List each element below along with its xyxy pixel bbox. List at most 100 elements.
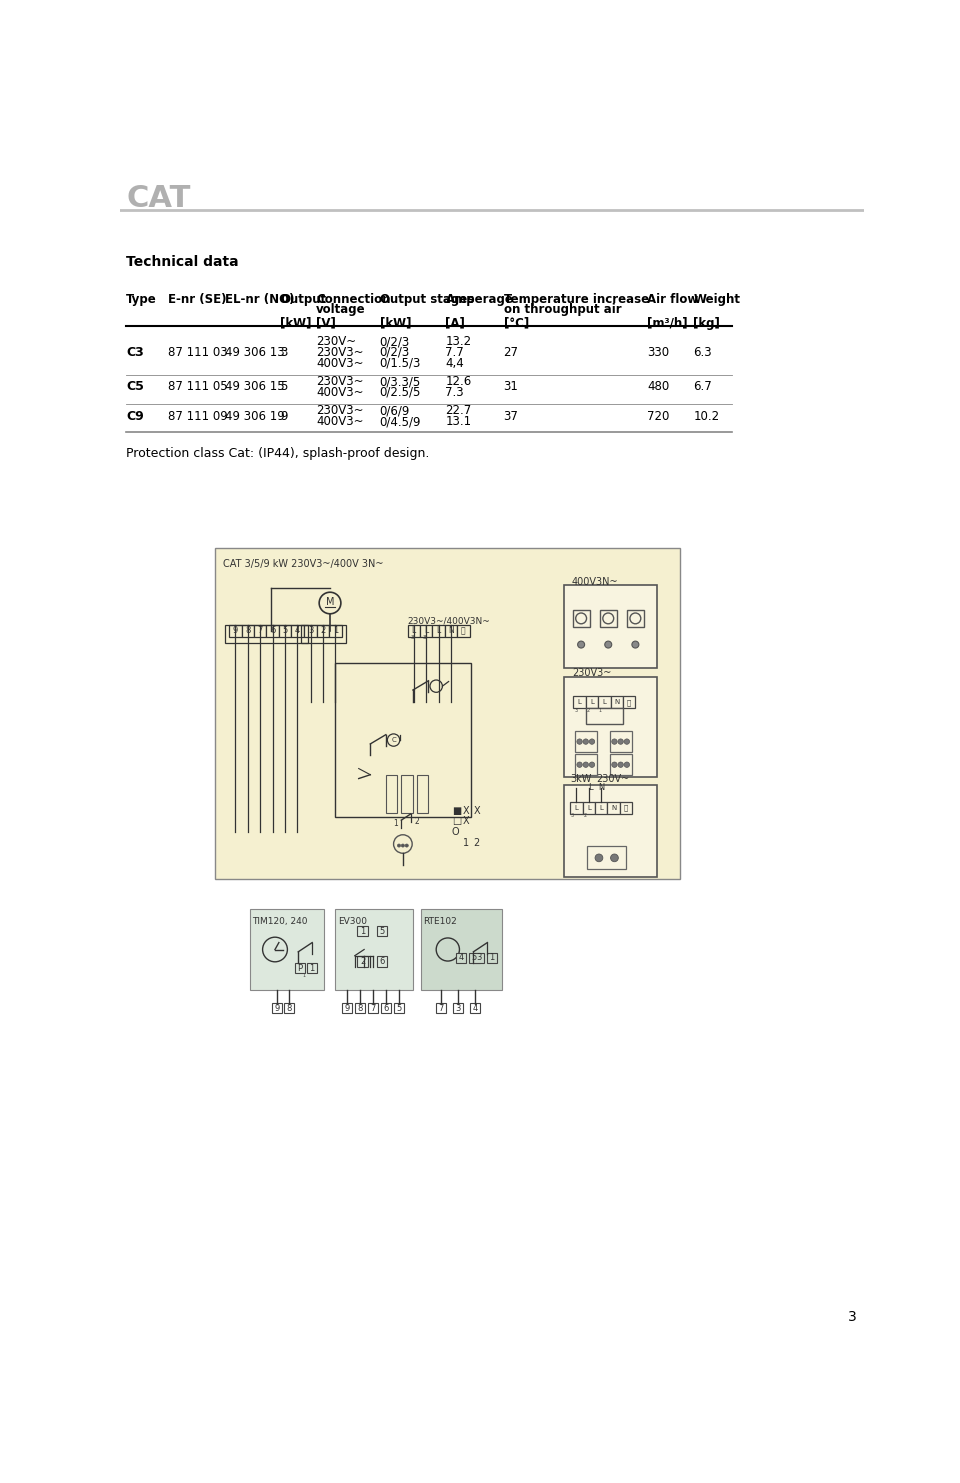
Bar xyxy=(583,802,595,814)
Text: ⏚: ⏚ xyxy=(461,626,466,635)
Text: 1: 1 xyxy=(333,626,338,635)
Text: ■: ■ xyxy=(452,805,461,816)
Bar xyxy=(368,1004,378,1013)
Circle shape xyxy=(583,739,588,744)
Text: Output: Output xyxy=(280,294,326,307)
Text: 3: 3 xyxy=(423,635,426,641)
Text: 5: 5 xyxy=(280,381,288,393)
Text: [m³/h]: [m³/h] xyxy=(647,316,687,329)
Text: 400V3~: 400V3~ xyxy=(316,386,364,399)
Bar xyxy=(610,753,632,776)
Text: 1: 1 xyxy=(309,964,315,973)
Bar xyxy=(381,1004,392,1013)
Circle shape xyxy=(612,762,617,767)
Bar xyxy=(278,624,291,636)
Bar xyxy=(453,1004,464,1013)
Circle shape xyxy=(618,762,623,767)
Text: N: N xyxy=(614,700,619,706)
Text: 87 111 05: 87 111 05 xyxy=(168,381,228,393)
Circle shape xyxy=(589,762,594,767)
Bar xyxy=(342,1004,351,1013)
Text: voltage: voltage xyxy=(316,303,366,316)
Text: [kW]: [kW] xyxy=(280,316,312,329)
Text: 230V3~: 230V3~ xyxy=(316,375,364,389)
Text: 87 111 09: 87 111 09 xyxy=(168,409,228,423)
Text: 3: 3 xyxy=(456,1004,461,1013)
Bar xyxy=(611,696,623,709)
Text: EV300: EV300 xyxy=(338,916,367,927)
Text: 2: 2 xyxy=(473,838,480,848)
Circle shape xyxy=(612,739,617,744)
Text: L  N: L N xyxy=(588,783,605,792)
Text: [V]: [V] xyxy=(316,316,336,329)
Circle shape xyxy=(405,844,408,847)
Text: CAT 3/5/9 kW 230V3~/400V 3N~: CAT 3/5/9 kW 230V3~/400V 3N~ xyxy=(223,559,384,569)
Text: 31: 31 xyxy=(504,381,518,393)
Text: 1: 1 xyxy=(490,954,494,962)
Text: 7: 7 xyxy=(439,1004,444,1013)
Circle shape xyxy=(611,854,618,862)
Text: 8: 8 xyxy=(245,626,251,635)
Text: C5: C5 xyxy=(126,381,144,393)
Text: 13.1: 13.1 xyxy=(445,415,471,429)
Text: 49 306 19: 49 306 19 xyxy=(225,409,284,423)
Text: 5: 5 xyxy=(471,954,477,962)
Bar xyxy=(272,1004,282,1013)
Text: 0/1.5/3: 0/1.5/3 xyxy=(379,356,421,369)
Text: ⏚: ⏚ xyxy=(627,698,632,706)
Text: 3: 3 xyxy=(411,635,414,641)
Text: E-nr (SE): E-nr (SE) xyxy=(168,294,227,307)
Bar xyxy=(304,624,317,636)
Text: 1: 1 xyxy=(463,838,468,848)
Bar xyxy=(575,753,596,776)
Text: 6: 6 xyxy=(384,1004,389,1013)
Text: N: N xyxy=(448,626,454,635)
Text: 3: 3 xyxy=(280,346,288,359)
Text: L: L xyxy=(574,805,579,811)
Text: 0/3.3/5: 0/3.3/5 xyxy=(379,375,420,389)
Text: 0/2.5/5: 0/2.5/5 xyxy=(379,386,421,399)
Bar xyxy=(586,696,598,709)
Bar xyxy=(417,774,428,813)
Bar xyxy=(620,802,633,814)
Bar xyxy=(627,610,644,627)
Text: 9: 9 xyxy=(280,409,288,423)
Text: M: M xyxy=(325,598,334,607)
Text: 4: 4 xyxy=(458,954,464,962)
Text: 9: 9 xyxy=(275,1004,279,1013)
Bar xyxy=(386,774,397,813)
Bar xyxy=(444,624,457,636)
Text: 230V~: 230V~ xyxy=(316,335,356,349)
Bar xyxy=(229,624,242,636)
Text: RTE102: RTE102 xyxy=(423,916,457,927)
Text: 13.2: 13.2 xyxy=(445,335,471,349)
Circle shape xyxy=(583,762,588,767)
Text: 3: 3 xyxy=(476,954,482,962)
Circle shape xyxy=(577,762,583,767)
Text: [kg]: [kg] xyxy=(693,316,720,329)
Text: [kW]: [kW] xyxy=(379,316,411,329)
Text: 3: 3 xyxy=(308,626,313,635)
Text: Output stages: Output stages xyxy=(379,294,474,307)
Text: TIM120, 240: TIM120, 240 xyxy=(252,916,308,927)
Bar xyxy=(575,731,596,752)
Circle shape xyxy=(595,854,603,862)
Text: C: C xyxy=(392,737,396,743)
Text: 8: 8 xyxy=(287,1004,292,1013)
Bar xyxy=(588,847,626,869)
Bar xyxy=(291,624,303,636)
Circle shape xyxy=(578,641,585,648)
Text: 720: 720 xyxy=(647,409,669,423)
Bar xyxy=(329,624,342,636)
Text: 7: 7 xyxy=(371,1004,375,1013)
Text: 3: 3 xyxy=(848,1309,856,1324)
Text: 87 111 03: 87 111 03 xyxy=(168,346,228,359)
Bar xyxy=(564,584,657,667)
Text: Technical data: Technical data xyxy=(126,255,239,268)
Text: Amperage: Amperage xyxy=(445,294,514,307)
Text: □: □ xyxy=(452,816,461,826)
Text: 37: 37 xyxy=(504,409,518,423)
Text: 0/4.5/9: 0/4.5/9 xyxy=(379,415,421,429)
Circle shape xyxy=(624,739,630,744)
Bar xyxy=(610,731,632,752)
